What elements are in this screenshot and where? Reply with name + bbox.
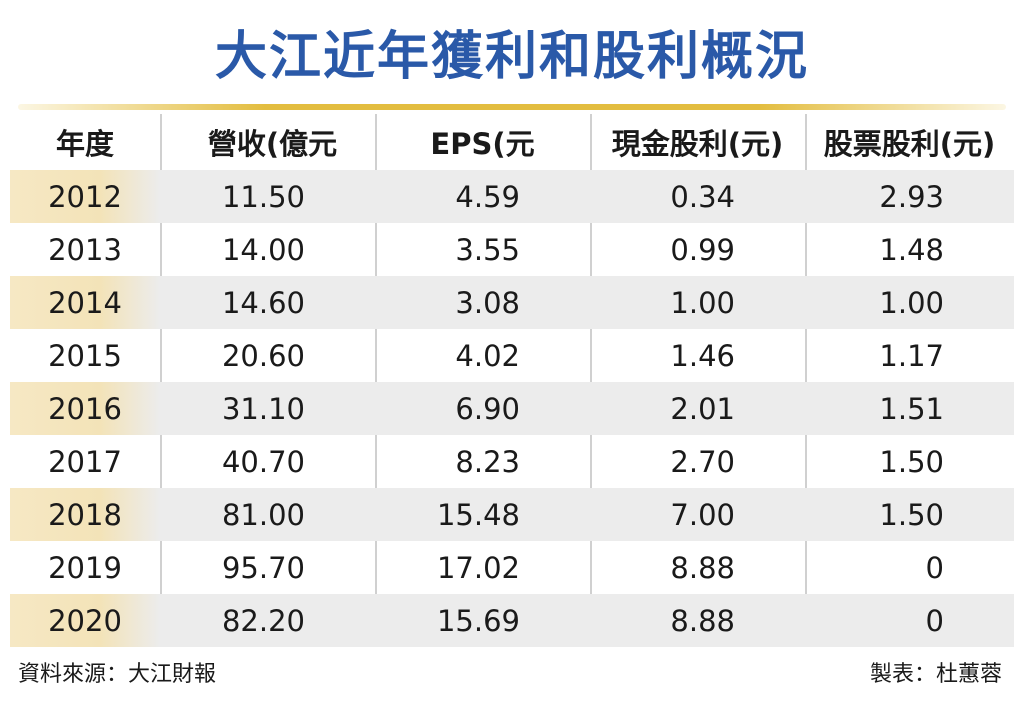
column-header-eps: EPS(元 — [430, 127, 535, 161]
eps-cell: 17.02 — [436, 550, 520, 585]
table-row: 2020 82.20 15.69 8.88 0 — [10, 594, 1014, 647]
cash-dividend-cell: 8.88 — [670, 550, 735, 585]
data-table: 年度 營收(億元 EPS(元 現金股利(元) 股票股利(元) 2012 11.5… — [10, 114, 1014, 647]
revenue-cell: 81.00 — [221, 497, 305, 532]
year-cell: 2020 — [10, 594, 160, 647]
year-cell: 2019 — [48, 550, 122, 585]
revenue-cell: 14.00 — [221, 232, 305, 267]
stock-dividend-cell: 0 — [925, 603, 944, 638]
eps-cell: 8.23 — [455, 444, 520, 479]
column-divider — [375, 114, 377, 644]
cash-dividend-cell: 2.70 — [670, 444, 735, 479]
table-row: 2015 20.60 4.02 1.46 1.17 — [10, 329, 1014, 382]
column-divider — [590, 114, 592, 644]
revenue-cell: 95.70 — [221, 550, 305, 585]
table-row: 2013 14.00 3.55 0.99 1.48 — [10, 223, 1014, 276]
chart-title: 大江近年獲利和股利概況 — [214, 27, 809, 87]
eps-cell: 3.55 — [455, 232, 520, 267]
cash-dividend-cell: 1.46 — [670, 338, 735, 373]
eps-cell: 3.08 — [455, 285, 520, 320]
eps-cell: 6.90 — [455, 391, 520, 426]
stock-dividend-cell: 1.50 — [879, 497, 944, 532]
cash-dividend-cell: 8.88 — [670, 603, 735, 638]
year-cell: 2018 — [10, 488, 160, 541]
stock-dividend-cell: 1.48 — [879, 232, 944, 267]
cash-dividend-cell: 1.00 — [670, 285, 735, 320]
title-underline — [18, 104, 1006, 110]
table-header-row: 年度 營收(億元 EPS(元 現金股利(元) 股票股利(元) — [10, 114, 1014, 170]
year-cell: 2013 — [48, 232, 122, 267]
stock-dividend-cell: 2.93 — [879, 179, 944, 214]
revenue-cell: 14.60 — [221, 285, 305, 320]
year-cell: 2012 — [10, 170, 160, 223]
column-header-year: 年度 — [55, 127, 114, 161]
column-divider — [160, 114, 162, 644]
revenue-cell: 82.20 — [221, 603, 305, 638]
table-row: 2014 14.60 3.08 1.00 1.00 — [10, 276, 1014, 329]
revenue-cell: 31.10 — [221, 391, 305, 426]
cash-dividend-cell: 0.34 — [670, 179, 735, 214]
author-credit: 製表：杜蕙蓉 — [869, 662, 1002, 687]
column-header-cash-dividend: 現金股利(元) — [611, 127, 784, 161]
column-divider — [805, 114, 807, 644]
table-row: 2018 81.00 15.48 7.00 1.50 — [10, 488, 1014, 541]
table-row: 2017 40.70 8.23 2.70 1.50 — [10, 435, 1014, 488]
revenue-cell: 40.70 — [221, 444, 305, 479]
year-cell: 2016 — [10, 382, 160, 435]
table-row: 2012 11.50 4.59 0.34 2.93 — [10, 170, 1014, 223]
eps-cell: 15.48 — [436, 497, 520, 532]
revenue-cell: 20.60 — [221, 338, 305, 373]
stock-dividend-cell: 1.17 — [879, 338, 944, 373]
cash-dividend-cell: 7.00 — [670, 497, 735, 532]
cash-dividend-cell: 2.01 — [670, 391, 735, 426]
stock-dividend-cell: 1.50 — [879, 444, 944, 479]
eps-cell: 15.69 — [436, 603, 520, 638]
stock-dividend-cell: 1.00 — [879, 285, 944, 320]
stock-dividend-cell: 1.51 — [879, 391, 944, 426]
year-cell: 2014 — [10, 276, 160, 329]
table-row: 2016 31.10 6.90 2.01 1.51 — [10, 382, 1014, 435]
year-cell: 2017 — [48, 444, 122, 479]
stock-dividend-cell: 0 — [925, 550, 944, 585]
year-cell: 2015 — [48, 338, 122, 373]
source-note: 資料來源：大江財報 — [18, 662, 217, 687]
column-header-revenue: 營收(億元 — [207, 127, 338, 161]
cash-dividend-cell: 0.99 — [670, 232, 735, 267]
table-row: 2019 95.70 17.02 8.88 0 — [10, 541, 1014, 594]
revenue-cell: 11.50 — [221, 179, 305, 214]
eps-cell: 4.59 — [455, 179, 520, 214]
eps-cell: 4.02 — [455, 338, 520, 373]
column-header-stock-dividend: 股票股利(元) — [823, 127, 996, 161]
